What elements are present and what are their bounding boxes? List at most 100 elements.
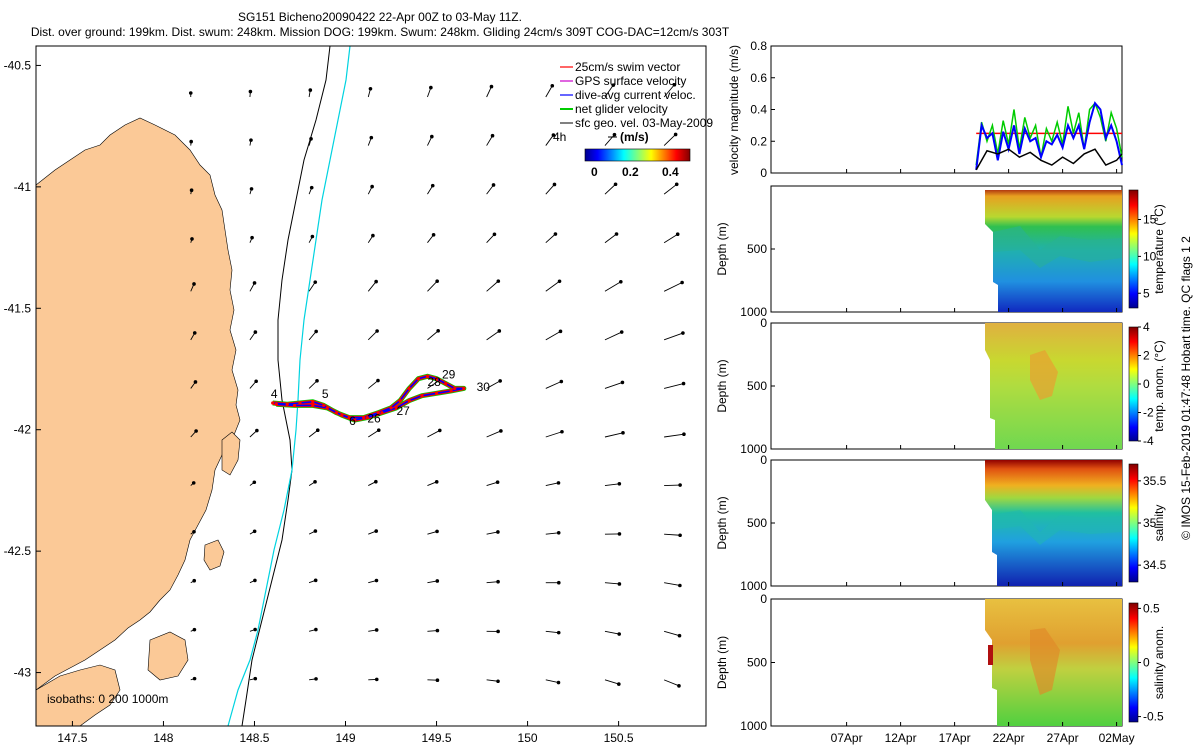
current-vector [664, 582, 680, 586]
current-vector [427, 380, 440, 389]
current-vector-head [496, 629, 500, 634]
depth-tick-label: 0 [760, 316, 767, 330]
velocity-series-line [975, 101, 1123, 166]
current-vector-head [496, 279, 501, 283]
track-point [353, 418, 357, 422]
track-point [434, 377, 439, 381]
current-vector [545, 532, 559, 535]
current-vector [545, 134, 554, 146]
temp-anom-colorbar [1128, 326, 1139, 442]
dive-label: 28 [427, 375, 441, 389]
current-vector [486, 233, 495, 244]
current-vector [604, 331, 622, 341]
track-point [322, 403, 326, 408]
current-vector [664, 383, 684, 389]
current-vector [604, 233, 617, 244]
current-vector-head [370, 184, 374, 189]
current-vector-head [614, 232, 619, 236]
current-vector-head [550, 83, 555, 88]
current-vector-head [556, 680, 561, 685]
current-vector-head [310, 234, 315, 239]
colorbar-label: temp. anom. (°C) [1152, 340, 1166, 432]
current-vector-head [556, 530, 561, 535]
current-vector-head [617, 582, 622, 586]
map-ytick-label: -41 [14, 180, 32, 194]
track-point [292, 403, 297, 408]
depth-tick-label: 0 [760, 453, 767, 467]
legend-units: (m/s) [620, 130, 649, 144]
current-vector [486, 280, 499, 292]
maria-island [203, 539, 225, 571]
current-vector-head [189, 139, 193, 144]
current-vector-head [678, 533, 682, 538]
dive-label: 6 [349, 414, 356, 428]
current-vector [545, 381, 562, 389]
current-vector [545, 85, 553, 98]
current-vector-head [192, 331, 197, 335]
current-vector-head [248, 89, 253, 94]
current-vector-head [375, 329, 379, 333]
current-vector-head [253, 578, 257, 583]
current-vector-head [314, 329, 318, 334]
current-vector-head [249, 138, 253, 142]
current-vector [664, 433, 684, 438]
current-vector-head [313, 280, 318, 284]
current-vector-head [559, 379, 564, 384]
track-point [425, 374, 430, 378]
current-vector-head [558, 329, 563, 334]
current-vector-head [551, 133, 556, 137]
sal-anom-colorbar [1128, 602, 1139, 723]
current-vector-head [560, 429, 564, 434]
map-xtick-label: 149 [335, 731, 355, 745]
current-vector-head [497, 329, 502, 333]
map-xtick-label: 148 [153, 731, 173, 745]
current-vector [604, 582, 620, 585]
map-xtick-label: 150.5 [604, 731, 634, 745]
map-x-axis: 147.5 148 148.5 149 149.5 150 150.5 [57, 721, 634, 745]
velocity-y-axis: 0 0.2 0.4 0.6 0.8 [750, 39, 775, 180]
dive-label: 4 [271, 387, 278, 401]
track-point [285, 402, 289, 406]
colorbar-tick-label: -2 [1143, 406, 1154, 420]
velocity-ytick-label: 0.6 [750, 71, 767, 85]
map-y-axis: -40.5 -41 -41.5 -42 -42.5 -43 [4, 58, 41, 680]
current-vector-head [309, 185, 314, 190]
current-vector-head [672, 82, 677, 87]
current-vector-head [619, 279, 623, 284]
colorbar-tick-label: -4 [1143, 434, 1154, 448]
current-vector-head [374, 578, 379, 583]
current-vector [545, 184, 555, 195]
current-vector-head [435, 529, 439, 534]
legend-scale-label: 4h [553, 130, 566, 144]
current-vector-head [376, 378, 380, 383]
current-vector [663, 84, 675, 98]
current-vector-head [552, 182, 557, 187]
current-vector-head [677, 633, 682, 638]
time-tick-label: 12Apr [885, 731, 917, 745]
depth-tick-label: 500 [747, 379, 767, 393]
current-vector-head [253, 676, 258, 681]
current-vector [604, 281, 622, 292]
current-vector-head [192, 627, 197, 632]
legend-geo: sfc geo. vel. 03-May-2009 [575, 116, 713, 130]
track-point [298, 401, 302, 405]
track-point [362, 415, 366, 420]
current-vector-head [374, 677, 379, 682]
current-vector-head [435, 628, 440, 633]
current-vector-head [314, 627, 318, 632]
current-vector-head [314, 677, 318, 681]
dive-label: 29 [442, 368, 456, 382]
colorbar-tick-0: 0 [591, 165, 598, 179]
current-vector-head [368, 86, 373, 91]
colorbar-label: salinity anom. [1152, 626, 1166, 699]
current-vector-head [193, 380, 198, 384]
current-vector-head [252, 281, 257, 285]
current-vector-head [435, 579, 440, 583]
temp-anom-panel [770, 322, 1139, 450]
current-vector-head [374, 279, 378, 284]
current-vector-head [189, 188, 194, 193]
track-point [380, 411, 384, 415]
track-point [389, 406, 393, 410]
current-vector-head [680, 280, 684, 285]
current-vector-head [192, 529, 196, 534]
